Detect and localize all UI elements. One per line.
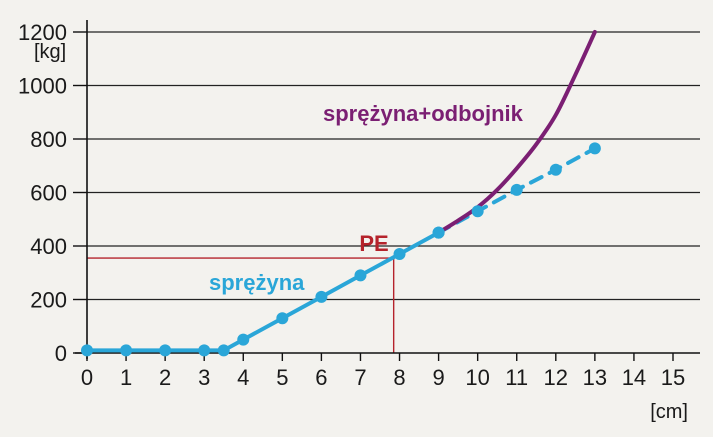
data-point-series-0-9 [393, 248, 406, 261]
x-tick-label-8: 8 [393, 365, 405, 390]
y-tick-label-0: 0 [55, 341, 67, 366]
y-tick-label-1200: 1200 [18, 20, 67, 45]
x-tick-label-0: 0 [81, 365, 93, 390]
x-tick-label-4: 4 [237, 365, 249, 390]
x-tick-label-9: 9 [432, 365, 444, 390]
data-point-series-1-4 [588, 142, 601, 155]
data-point-series-0-1 [120, 344, 133, 357]
y-tick-label-1000: 1000 [18, 74, 67, 99]
x-tick-label-10: 10 [465, 365, 489, 390]
data-point-series-1-2 [510, 183, 523, 196]
x-tick-label-13: 13 [583, 365, 607, 390]
x-tick-label-14: 14 [622, 365, 646, 390]
data-point-series-0-4 [217, 344, 230, 357]
data-point-series-1-1 [471, 205, 484, 218]
data-point-series-0-5 [237, 333, 250, 346]
x-tick-label-1: 1 [120, 365, 132, 390]
x-tick-label-6: 6 [315, 365, 327, 390]
y-axis-unit-label: [kg] [34, 41, 66, 63]
x-tick-label-5: 5 [276, 365, 288, 390]
data-point-series-0-0 [81, 344, 93, 357]
x-axis-unit-label: [cm] [650, 401, 688, 423]
data-point-series-0-3 [198, 344, 211, 357]
data-point-series-1-3 [549, 163, 562, 176]
data-point-series-0-2 [159, 344, 172, 357]
x-tick-label-7: 7 [354, 365, 366, 390]
y-tick-label-800: 800 [30, 127, 67, 152]
x-tick-label-15: 15 [661, 365, 685, 390]
x-tick-label-3: 3 [198, 365, 210, 390]
y-tick-label-200: 200 [30, 288, 67, 313]
data-point-series-0-7 [315, 290, 328, 303]
data-point-series-0-6 [276, 312, 289, 325]
series-label-spring-bumper: sprężyna+odbojnik [323, 101, 524, 126]
data-point-series-1-0 [432, 226, 445, 239]
y-tick-label-600: 600 [30, 181, 67, 206]
x-tick-label-2: 2 [159, 365, 171, 390]
series-line-2 [436, 30, 597, 235]
annotation-pe-label: PE [359, 231, 388, 256]
x-tick-label-12: 12 [544, 365, 568, 390]
y-tick-label-400: 400 [30, 234, 67, 259]
series-label-spring: sprężyna [209, 270, 305, 295]
x-tick-label-11: 11 [505, 365, 528, 390]
data-point-series-0-8 [354, 269, 367, 282]
